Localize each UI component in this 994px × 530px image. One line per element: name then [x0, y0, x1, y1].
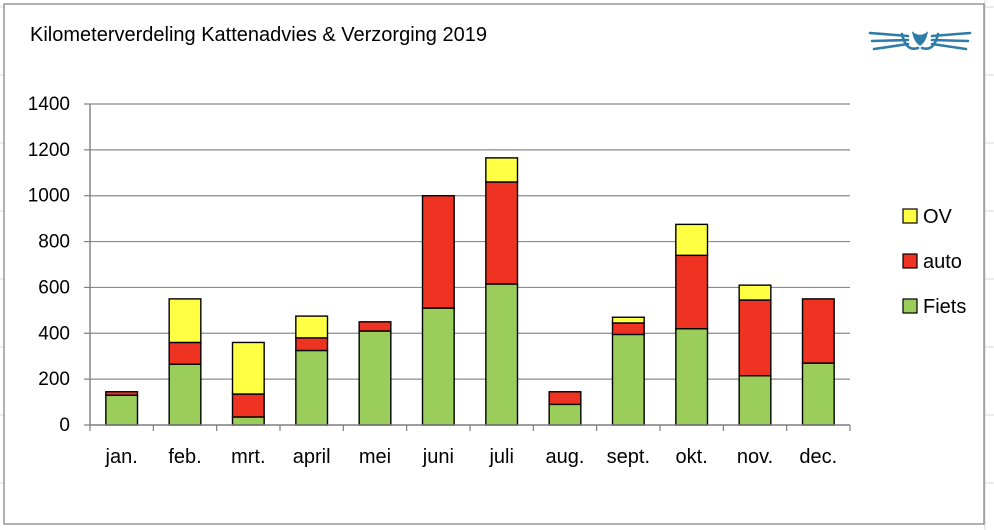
bar-ov-nov	[738, 284, 772, 301]
axes	[84, 103, 851, 431]
bar-fiets-dec	[801, 362, 835, 426]
chart-title: Kilometerverdeling Kattenadvies & Verzor…	[30, 24, 487, 46]
legend-label-fiets: Fiets	[923, 296, 966, 318]
bar-auto-mrt	[231, 393, 265, 418]
y-tick-label: 600	[38, 277, 70, 298]
bar-ov-sept	[611, 316, 645, 324]
x-tick-label: dec.	[799, 446, 837, 468]
bar-auto-mei	[358, 321, 392, 332]
bar-ov-juli	[485, 157, 519, 183]
bar-auto-aug	[548, 391, 582, 406]
bar-fiets-juni	[421, 307, 455, 426]
bar-fiets-nov	[738, 375, 772, 426]
bar-ov-april	[295, 315, 329, 339]
legend: OV auto Fiets	[902, 206, 966, 318]
bar-auto-nov	[738, 299, 772, 377]
bar-fiets-mei	[358, 330, 392, 426]
bar-auto-feb	[168, 341, 202, 365]
x-tick-label: nov.	[737, 446, 773, 468]
chart-area	[3, 3, 985, 525]
y-tick-label: 1400	[28, 94, 70, 115]
bar-auto-jan	[105, 391, 139, 396]
bar-ov-mrt	[231, 341, 265, 395]
bar-auto-dec	[801, 298, 835, 364]
x-tick-label: feb.	[168, 446, 201, 468]
bar-auto-sept	[611, 322, 645, 336]
bar-auto-april	[295, 337, 329, 352]
legend-swatch-auto	[902, 253, 918, 269]
bar-fiets-juli	[485, 283, 519, 426]
bar-fiets-feb	[168, 363, 202, 426]
bar-fiets-aug	[548, 403, 582, 426]
x-tick-label: aug.	[546, 446, 585, 468]
x-tick-label: april	[293, 446, 331, 468]
x-tick-label: juli	[488, 446, 513, 468]
bar-fiets-april	[295, 349, 329, 426]
bar-auto-juni	[421, 195, 455, 309]
x-tick-label: mrt.	[231, 446, 265, 468]
legend-swatch-ov	[902, 208, 918, 224]
legend-label-ov: OV	[923, 206, 953, 228]
y-tick-label: 200	[38, 369, 70, 390]
y-tick-label: 400	[38, 323, 70, 344]
x-tick-label: juni	[422, 446, 454, 468]
bar-fiets-okt	[675, 328, 709, 426]
bar-fiets-sept	[611, 333, 645, 426]
y-tick-label: 1200	[28, 140, 70, 161]
y-axis-tick-labels: 0 200 400 600 800 1000 1200 1400	[28, 94, 70, 436]
bar-auto-okt	[675, 254, 709, 330]
legend-swatch-fiets	[902, 298, 918, 314]
bar-ov-okt	[675, 223, 709, 257]
bar-fiets-jan	[105, 394, 139, 426]
x-tick-label: mei	[359, 446, 391, 468]
bar-ov-feb	[168, 298, 202, 344]
y-tick-label: 1000	[28, 186, 70, 207]
y-tick-label: 800	[38, 232, 70, 253]
x-tick-label: jan.	[105, 446, 138, 468]
x-axis-tick-labels: jan. feb. mrt. april mei juni juli aug. sept. okt…	[105, 446, 838, 468]
bar-fiets-mrt	[231, 416, 265, 426]
x-tick-label: okt.	[676, 446, 708, 468]
x-tick-label: sept.	[607, 446, 650, 468]
y-tick-label: 0	[59, 415, 70, 436]
legend-label-auto: auto	[923, 251, 962, 273]
horizontal-gridlines	[90, 103, 850, 380]
cat-face-icon	[868, 31, 972, 51]
bar-auto-juli	[485, 181, 519, 285]
